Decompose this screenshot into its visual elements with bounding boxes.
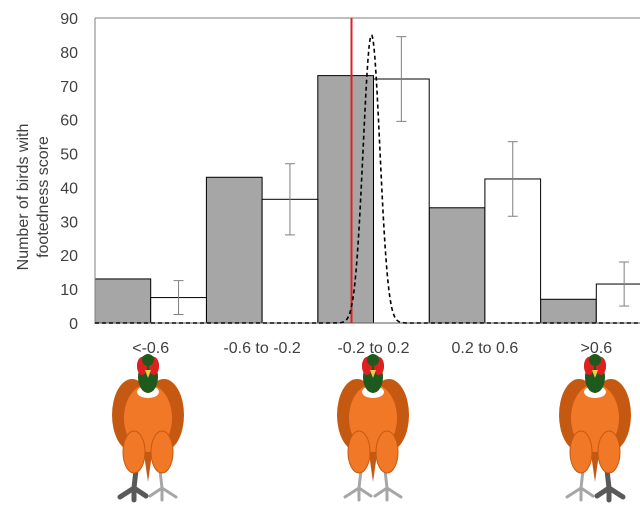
pheasant-right-footed <box>559 354 631 503</box>
beak <box>145 370 151 378</box>
y-tick-label-80: 80 <box>60 45 78 62</box>
bar-series-1-3 <box>428 207 486 324</box>
right-leg <box>373 468 403 502</box>
bar-series-1-4 <box>540 298 597 324</box>
y-tick-label-90: 90 <box>60 11 78 28</box>
bar-series-2-4 <box>595 283 640 324</box>
right-thigh <box>375 430 399 474</box>
crown <box>367 354 379 366</box>
x-tick-label-4: >0.6 <box>581 340 613 357</box>
bar-series-1-2 <box>317 75 374 324</box>
error-bars <box>173 36 630 316</box>
y-tick-label-50: 50 <box>60 147 78 164</box>
right-leg <box>594 467 626 503</box>
crown <box>142 354 154 366</box>
beak <box>592 370 598 378</box>
left-thigh <box>569 430 593 474</box>
left-thigh <box>347 430 371 474</box>
bars <box>94 75 640 324</box>
right-thigh <box>597 430 621 474</box>
pheasant-illustrations <box>112 354 631 503</box>
y-axis-label: Number of birds with footedness score <box>15 124 52 271</box>
y-tick-label-0: 0 <box>69 316 78 333</box>
left-thigh <box>122 430 146 474</box>
pheasant-ambidextrous <box>337 354 409 502</box>
y-tick-label-20: 20 <box>60 248 78 265</box>
dashed-curve <box>95 34 640 324</box>
y-axis-label-line-2: footedness score <box>35 136 52 258</box>
y-tick-label-10: 10 <box>60 282 78 299</box>
pheasant-left-footed <box>112 354 184 503</box>
left-leg <box>565 468 595 502</box>
bar-series-1-1 <box>205 176 263 324</box>
beak <box>370 370 376 378</box>
y-tick-label-70: 70 <box>60 79 78 96</box>
expected-curve <box>95 34 640 324</box>
y-ticks: 0 10 20 30 40 50 60 70 80 90 <box>60 11 78 333</box>
y-tick-label-60: 60 <box>60 113 78 130</box>
right-thigh <box>150 430 174 474</box>
x-tick-label-2: -0.2 to 0.2 <box>337 340 409 357</box>
x-tick-label-3: 0.2 to 0.6 <box>452 340 519 357</box>
x-tick-label-0: <-0.6 <box>132 340 169 357</box>
x-tick-label-1: -0.6 to -0.2 <box>223 340 300 357</box>
crown <box>589 354 601 366</box>
left-leg <box>117 467 149 503</box>
x-ticks: <-0.6 -0.6 to -0.2 -0.2 to 0.2 0.2 to 0.6 >0… <box>132 340 612 357</box>
y-axis-label-line-1: Number of birds with <box>15 124 32 271</box>
left-leg <box>343 468 373 502</box>
right-leg <box>148 468 178 502</box>
y-tick-label-40: 40 <box>60 180 78 197</box>
bar-series-1-0 <box>94 278 152 324</box>
y-tick-label-30: 30 <box>60 214 78 231</box>
